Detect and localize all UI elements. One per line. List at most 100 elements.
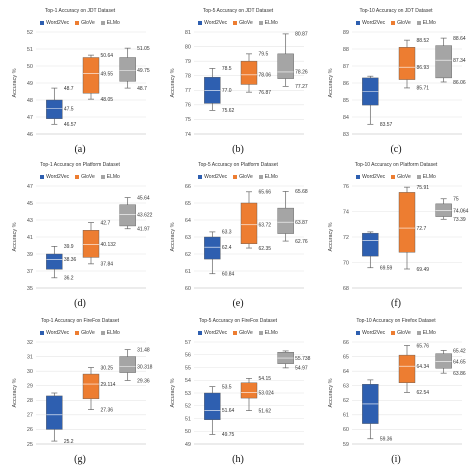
legend-item: ELMo: [258, 330, 278, 336]
legend-item: GloVe: [391, 330, 411, 336]
box-glove: [82, 57, 100, 94]
data-label: 88.64: [453, 36, 466, 42]
data-label: 51.62: [259, 408, 272, 414]
panel-caption: (a): [74, 144, 86, 155]
data-label: 77.0: [222, 88, 232, 94]
y-tick-label: 37: [27, 269, 33, 275]
legend-swatch: [198, 331, 203, 335]
data-label: 49.75: [137, 68, 150, 74]
data-label: 59.36: [380, 437, 393, 443]
legend-item: GloVe: [391, 20, 411, 26]
y-tick-label: 70: [343, 260, 349, 266]
chart-legend: Word2Vec GloVe ELMo: [6, 20, 154, 26]
box-plot: 25 26 27 28 29 30 31 32 Accuracy % 25.2 30.25 29.11…: [12, 340, 153, 448]
y-tick-label: 50: [27, 64, 33, 70]
legend-label: ELMo: [264, 174, 278, 180]
y-tick-label: 76: [343, 184, 349, 190]
y-tick-label: 79: [185, 59, 191, 65]
box-word2vec: [204, 236, 221, 260]
legend-label: ELMo: [422, 174, 436, 180]
data-label: 63.86: [453, 371, 466, 377]
y-tick-label: 72: [343, 235, 349, 241]
legend-item: GloVe: [75, 174, 95, 180]
y-tick-label: 28: [27, 398, 33, 404]
legend-item: Word2Vec: [356, 174, 385, 180]
legend-swatch: [391, 175, 396, 179]
panel-caption: (f): [391, 298, 401, 309]
data-label: 73.39: [453, 217, 466, 223]
legend-item: Word2Vec: [40, 330, 69, 336]
panel-caption: (i): [391, 454, 401, 465]
legend-item: GloVe: [391, 174, 411, 180]
panel-caption: (d): [74, 298, 86, 309]
legend-swatch: [356, 21, 361, 25]
data-label: 51.05: [137, 46, 150, 52]
chart-panel: Top-10 Accuracy on Firefox Dataset Word2V…: [322, 316, 470, 468]
data-label: 63.3: [222, 230, 232, 236]
y-tick-label: 51: [27, 47, 33, 53]
data-label: 62.54: [417, 390, 430, 396]
box-glove: [240, 202, 258, 244]
legend-label: ELMo: [106, 20, 120, 26]
data-label: 65.68: [295, 189, 308, 195]
chart-legend: Word2Vec GloVe ELMo: [322, 20, 470, 26]
data-label: 30.25: [101, 365, 114, 371]
data-label: 69.59: [380, 266, 393, 272]
y-tick-label: 74: [185, 132, 191, 138]
box-plot: 83 84 85 86 87 88 89 Accuracy % 83.57 88.52 86.93 8…: [328, 30, 466, 138]
data-label: 48.7: [137, 86, 147, 92]
data-label: 80.87: [295, 32, 308, 38]
legend-item: ELMo: [100, 330, 120, 336]
data-label: 53.024: [259, 390, 275, 396]
data-label: 85.71: [417, 86, 430, 92]
box-plot: 49 50 51 52 53 54 55 56 57 Accuracy % 53.5 51.64 49.…: [170, 340, 311, 448]
box-plot: 35 37 39 41 43 45 47 Accuracy % 39.9 38.36 36.2 42.…: [12, 184, 153, 292]
legend-item: Word2Vec: [40, 20, 69, 26]
y-tick-label: 55: [185, 365, 191, 371]
box-elmo: [277, 207, 294, 234]
legend-label: Word2Vec: [362, 330, 386, 336]
data-label: 47.5: [64, 106, 74, 112]
legend-label: ELMo: [422, 20, 436, 26]
box-glove: [240, 382, 258, 399]
data-label: 86.06: [453, 80, 466, 86]
y-tick-label: 59: [343, 442, 349, 448]
data-label: 41.97: [137, 227, 150, 233]
chart-legend: Word2Vec GloVe ELMo: [164, 174, 312, 180]
y-tick-label: 66: [343, 340, 349, 346]
legend-label: GloVe: [397, 20, 411, 26]
legend-label: Word2Vec: [362, 174, 386, 180]
chart-legend: Word2Vec GloVe ELMo: [6, 330, 154, 336]
y-tick-label: 80: [185, 44, 191, 50]
y-tick-label: 60: [343, 427, 349, 433]
chart-panel: Top-5 Accuracy on Platform Dataset Word2V…: [164, 160, 312, 312]
data-label: 76.87: [259, 90, 272, 96]
y-tick-label: 52: [185, 404, 191, 410]
data-label: 39.9: [64, 244, 74, 250]
chart-title: Top-5 Accuracy on JDT Dataset: [202, 8, 274, 14]
data-label: 42.7: [101, 220, 111, 226]
box-plot: 74 75 76 77 78 79 80 81 Accuracy % 78.5 77.0 75.62 7…: [170, 30, 308, 138]
legend-swatch: [198, 175, 203, 179]
legend-item: Word2Vec: [356, 330, 385, 336]
legend-swatch: [233, 331, 238, 335]
y-tick-label: 66: [185, 184, 191, 190]
data-label: 38.36: [64, 257, 77, 263]
box-word2vec: [46, 395, 63, 430]
legend-label: Word2Vec: [46, 330, 70, 336]
box-elmo: [119, 356, 136, 373]
data-label: 62.35: [259, 246, 272, 252]
chart-panel: Top-10 Accuracy on JDT Dataset Word2Vec Gl…: [322, 6, 470, 158]
data-label: 49.75: [222, 432, 235, 438]
y-tick-label: 62: [343, 398, 349, 404]
legend-swatch: [198, 21, 203, 25]
y-tick-label: 53: [185, 391, 191, 397]
legend-label: ELMo: [264, 20, 278, 26]
box-elmo: [435, 45, 452, 79]
box-elmo: [435, 203, 452, 217]
y-tick-label: 87: [343, 64, 349, 70]
data-label: 75: [453, 197, 459, 203]
chart-panel: Top-1 Accuracy on JDT Dataset Word2Vec Glo…: [6, 6, 154, 158]
data-label: 87.34: [453, 58, 466, 64]
